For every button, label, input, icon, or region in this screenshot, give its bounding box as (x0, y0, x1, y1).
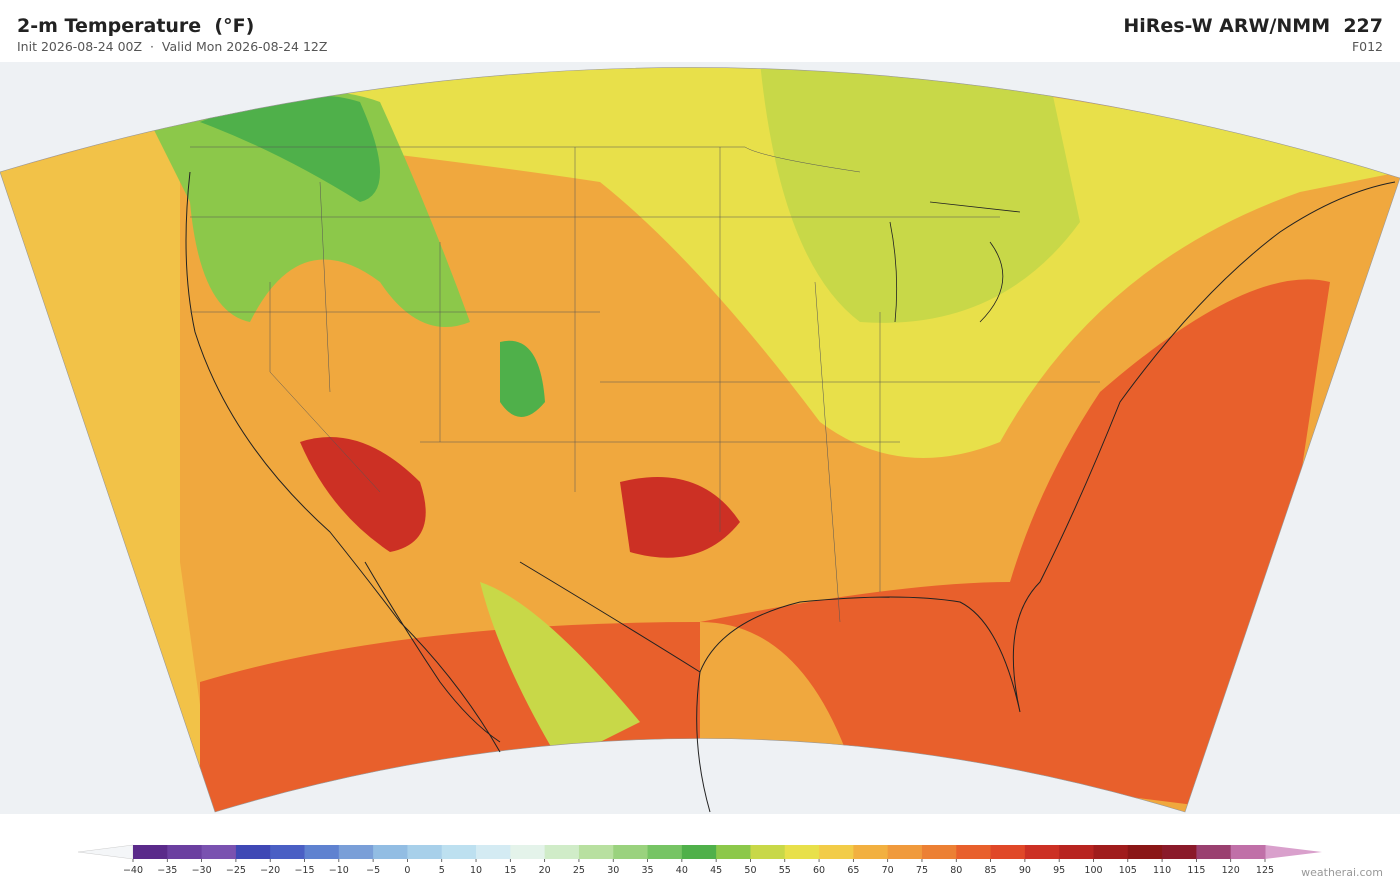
colorbar-bin (1024, 845, 1060, 859)
coast-east (519, 181, 1396, 713)
colorbar-bin (784, 845, 820, 859)
field-texas (620, 477, 740, 558)
colorbar-tick-label: 65 (847, 865, 859, 876)
colorbar-tick-label: 40 (676, 865, 688, 876)
colorbar-tick-label: −20 (260, 865, 280, 876)
colorbar-tick-label: −15 (294, 865, 314, 876)
title: 2-m Temperature (°F) (17, 15, 255, 37)
colorbar-tick-label: 70 (882, 865, 894, 876)
colorbar-bin (270, 845, 306, 859)
colorbar-tick-label: 15 (504, 865, 516, 876)
colorbar-tick-label: 75 (916, 865, 928, 876)
colorbar-tick-label: 55 (779, 865, 791, 876)
colorbar-bin (441, 845, 477, 859)
colorbar-tick-label: 20 (539, 865, 551, 876)
colorbar-bin (476, 845, 511, 859)
colorbar-tick-label: −30 (192, 865, 212, 876)
colorbar-bin (1059, 845, 1094, 859)
colorbar-bin (338, 845, 374, 859)
colorbar-tick-label: −35 (157, 865, 177, 876)
field-atlantic (700, 279, 1330, 812)
colorbar-tick-label: 85 (985, 865, 997, 876)
colorbar-tick-label: −10 (329, 865, 349, 876)
colorbar-bin (167, 845, 203, 859)
temperature-field (0, 67, 1400, 813)
colorbar-bin (1093, 845, 1129, 859)
colorbar-bin (578, 845, 614, 859)
colorbar-bin (1127, 845, 1163, 859)
colorbar-bin (681, 845, 717, 859)
coastlines (185, 171, 1396, 813)
colorbar-tick-label: 60 (813, 865, 825, 876)
colorbar-bin (133, 845, 168, 859)
model-name: HiRes-W ARW/NMM 227 (1123, 15, 1383, 37)
field-desert (300, 437, 426, 552)
colorbar-bin (235, 845, 271, 859)
colorbar-tick-label: 95 (1053, 865, 1065, 876)
colorbar-bin (956, 845, 992, 859)
colorbar-tick-label: 110 (1153, 865, 1171, 876)
map (0, 62, 1400, 814)
domain-outline (0, 67, 1400, 813)
colorbar-tick-label: 125 (1256, 865, 1274, 876)
colorbar-bin (1230, 845, 1266, 859)
state-lines (190, 147, 1100, 623)
colorbar-bin (853, 845, 889, 859)
colorbar-bin (819, 845, 854, 859)
border-canada (190, 146, 861, 173)
coast-mexico (696, 671, 711, 813)
colorbar-tick-label: 80 (950, 865, 962, 876)
colorbar-tick-label: 90 (1019, 865, 1031, 876)
colorbar-bin (544, 845, 580, 859)
colorbar-bin (373, 845, 408, 859)
credit: weatherai.com (1301, 866, 1383, 879)
colorbar-tick-label: 35 (641, 865, 653, 876)
colorbar-tick-label: 45 (710, 865, 722, 876)
colorbar-tick-label: 120 (1222, 865, 1240, 876)
colorbar-tick-label: 105 (1119, 865, 1137, 876)
colorbar-tick-label: −40 (123, 865, 143, 876)
colorbar-bin (647, 845, 683, 859)
colorbar-bin (510, 845, 546, 859)
colorbar-bin (750, 845, 786, 859)
colorbar-tick-label: 0 (404, 865, 410, 876)
colorbar-tick-label: 50 (744, 865, 756, 876)
colorbar-bin (407, 845, 443, 859)
colorbar-tick-label: −5 (366, 865, 380, 876)
field-rockies (150, 90, 470, 327)
forecast-hour: F012 (1351, 39, 1383, 54)
colorbar-tick-label: 10 (470, 865, 482, 876)
field-greatlakes (760, 67, 1080, 323)
colorbar-bin (921, 845, 957, 859)
colorbar-bin (990, 845, 1026, 859)
colorbar-bin (716, 845, 751, 859)
colorbar-bin (1162, 845, 1197, 859)
field-sierra-madre (480, 582, 640, 762)
subtitle: Init 2026-08-24 00Z · Valid Mon 2026-08-… (17, 39, 328, 54)
colorbar-bin (304, 845, 340, 859)
colorbar-tick-label: 5 (439, 865, 445, 876)
colorbar-tick-label: −25 (226, 865, 246, 876)
field-colorado (500, 340, 545, 417)
colorbar: −40 −35 −30 −25 −20 −15 −10 −5 0 5 10 15 20 25 30 35 40 4… (77, 844, 1322, 876)
colorbar-tick-label: 100 (1084, 865, 1102, 876)
colorbar-bin (887, 845, 923, 859)
colorbar-tick-label: 30 (607, 865, 619, 876)
colorbar-bin (613, 845, 649, 859)
coast-baja (364, 561, 501, 743)
coast-west (185, 171, 501, 753)
colorbar-over (1265, 845, 1322, 859)
field-montana (200, 95, 380, 202)
great-lakes (889, 201, 1021, 323)
colorbar-bin (1196, 845, 1232, 859)
borders (190, 146, 1100, 623)
colorbar-tick-label: 25 (573, 865, 585, 876)
colorbar-under (77, 844, 134, 860)
field-north (100, 67, 1400, 458)
colorbar-tick-label: 115 (1187, 865, 1205, 876)
colorbar-bin (201, 845, 237, 859)
